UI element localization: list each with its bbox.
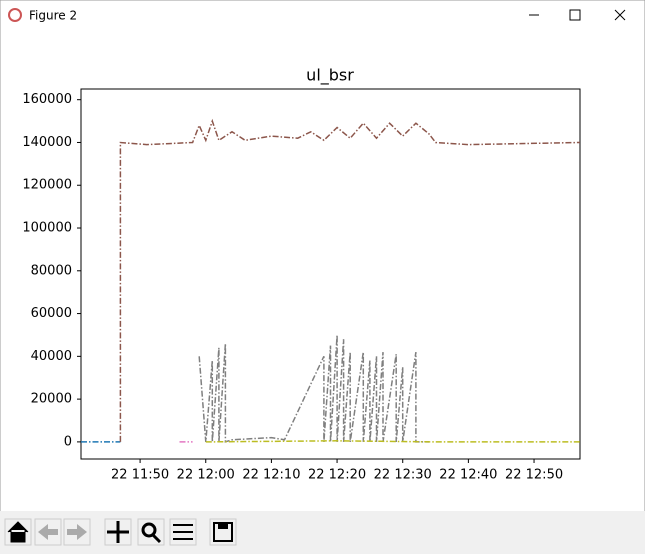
x-tick-label: 22 12:20 bbox=[308, 468, 366, 483]
series-line bbox=[205, 440, 580, 443]
x-tick-label: 22 11:50 bbox=[111, 468, 169, 483]
back-button[interactable] bbox=[34, 518, 62, 546]
x-tick-label: 22 12:00 bbox=[177, 468, 235, 483]
close-button[interactable] bbox=[614, 9, 626, 21]
x-tick-label: 22 12:40 bbox=[439, 468, 497, 483]
y-tick-label: 60000 bbox=[31, 306, 72, 321]
save-button[interactable] bbox=[209, 518, 237, 546]
toolbar bbox=[0, 511, 645, 554]
x-tick-label: 22 12:30 bbox=[374, 468, 432, 483]
y-tick-label: 40000 bbox=[31, 349, 72, 364]
series-line bbox=[119, 118, 581, 442]
app-icon bbox=[8, 8, 22, 22]
plot-area: 0 20000 40000 60000 80000 100000 120000 140000 1… bbox=[22, 92, 581, 483]
y-tick-label: 120000 bbox=[22, 178, 72, 193]
zoom-button[interactable] bbox=[137, 518, 165, 546]
x-tick-label: 22 12:10 bbox=[242, 468, 300, 483]
x-tick-label: 22 12:50 bbox=[505, 468, 563, 483]
pan-button[interactable] bbox=[104, 518, 132, 546]
y-tick-label: 0 bbox=[64, 434, 72, 449]
home-button[interactable] bbox=[4, 518, 32, 546]
series-line bbox=[198, 334, 429, 443]
y-tick-label: 100000 bbox=[22, 221, 72, 236]
maximize-button[interactable] bbox=[569, 9, 581, 21]
y-tick-label: 160000 bbox=[22, 92, 72, 107]
configure-button[interactable] bbox=[169, 518, 197, 546]
y-tick-label: 20000 bbox=[31, 392, 72, 407]
y-tick-label: 80000 bbox=[31, 263, 72, 278]
forward-button[interactable] bbox=[63, 518, 91, 546]
y-tick-label: 140000 bbox=[22, 135, 72, 150]
window-title: Figure 2 bbox=[29, 9, 77, 23]
chart-title: ul_bsr bbox=[306, 66, 354, 86]
